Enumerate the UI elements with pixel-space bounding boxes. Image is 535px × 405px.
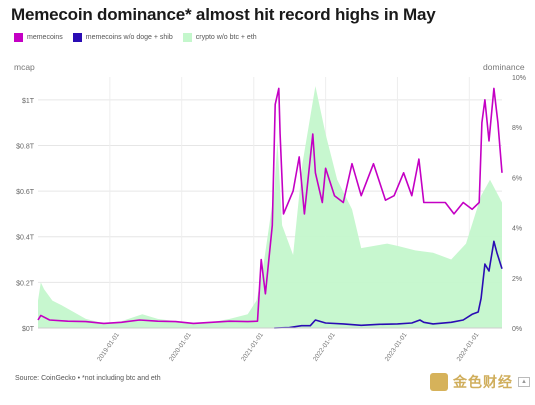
right-tick-label: 4% [512,226,522,233]
right-axis-title: dominance [483,62,525,72]
x-tick-label: 2019-01-01 [96,331,121,363]
series-memecoins-line [37,87,503,325]
logo-tag-icon: ▲ [518,377,530,387]
x-tick-label: 2023-01-01 [384,331,409,363]
left-tick-label: $0T [22,326,35,333]
legend-label-memecoins: memecoins [27,34,63,41]
left-tick-label: $0.8T [16,143,35,150]
legend-label-memecoins-wo-doge-shib: memecoins w/o doge + shib [85,34,173,41]
right-tick-label: 0% [512,326,522,333]
right-tick-label: 10% [512,75,526,82]
x-tick-label: 2024-01-01 [456,331,481,363]
series-crypto-w-o-btc-eth-area [38,86,502,328]
legend: memecoins memecoins w/o doge + shib cryp… [14,33,257,42]
x-tick-label: 2021-01-01 [240,331,265,363]
left-tick-label: $1T [22,98,35,105]
legend-swatch-memecoins [14,33,23,42]
legend-item-crypto-wo-btc-eth[interactable]: crypto w/o btc + eth [182,33,257,42]
legend-swatch-memecoins-wo-doge-shib [72,33,82,42]
left-tick-label: $0.2T [16,280,35,287]
legend-item-memecoins[interactable]: memecoins [14,33,63,42]
right-tick-label: 8% [512,125,522,132]
left-tick-label: $0.6T [16,189,35,196]
left-tick-label: $0.4T [16,235,35,242]
series-memecoins-w-o-doge-shib-line [274,240,503,329]
logo-text: 金色财经 [453,374,513,390]
right-tick-label: 6% [512,175,522,182]
right-tick-label: 2% [512,276,522,283]
publisher-logo: 金色财经 ▲ [430,372,530,392]
x-tick-label: 2022-01-01 [312,331,337,363]
legend-item-memecoins-wo-doge-shib[interactable]: memecoins w/o doge + shib [72,33,173,42]
logo-mark-icon [430,373,448,391]
legend-label-crypto-wo-btc-eth: crypto w/o btc + eth [195,34,257,41]
chart-title: Memecoin dominance* almost hit record hi… [11,5,436,24]
x-tick-label: 2020-01-01 [168,331,193,363]
left-axis-title: mcap [14,62,35,72]
source-note: Source: CoinGecko • *not including btc a… [15,375,161,382]
legend-swatch-crypto-wo-btc-eth [182,33,192,42]
